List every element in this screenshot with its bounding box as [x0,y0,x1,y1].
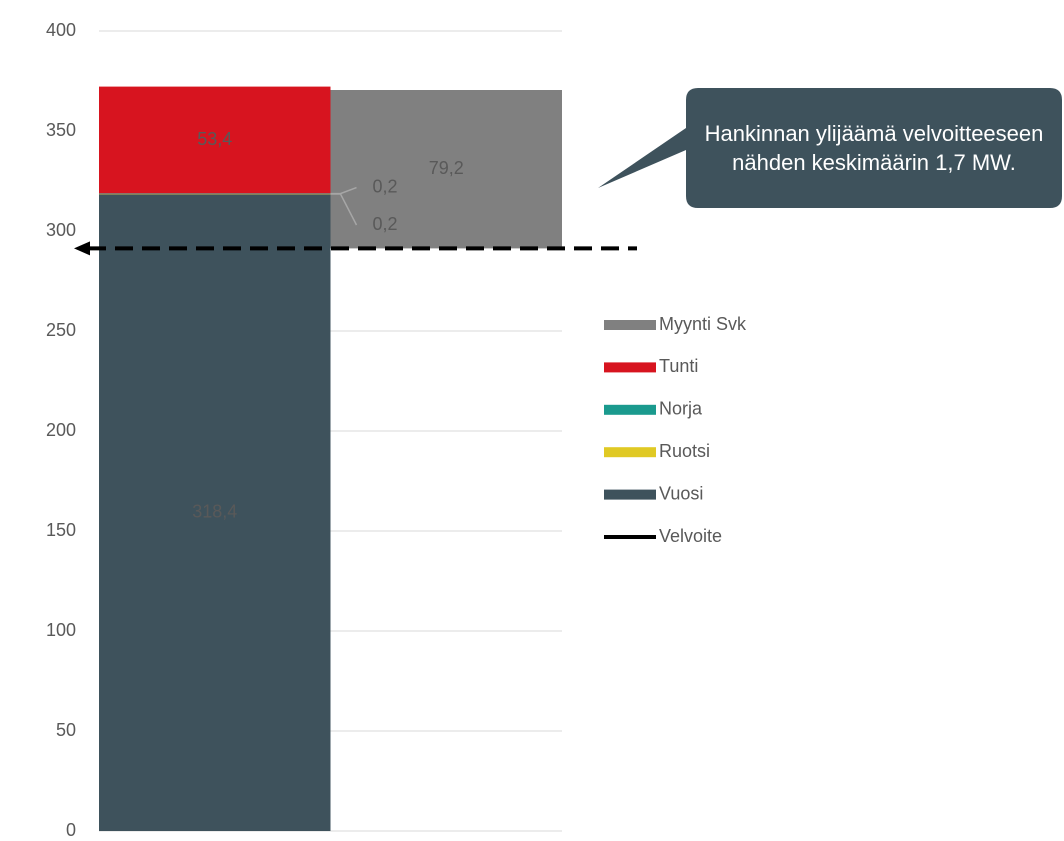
y-tick-label: 50 [56,720,76,740]
data-label: 318,4 [192,501,237,521]
legend-swatch [604,362,656,373]
bar-segment [99,86,331,194]
legend-swatch [604,447,656,458]
y-tick-label: 400 [46,20,76,40]
y-tick-label: 100 [46,620,76,640]
bar-segment [99,193,331,195]
legend-label: Myynti Svk [659,314,747,334]
legend-swatch [604,404,656,415]
annotation: Hankinnan ylijäämä velvoitteeseen nähden… [704,121,1044,175]
leader-line [330,186,357,195]
y-tick-label: 350 [46,120,76,140]
data-label: 0,2 [373,176,398,196]
y-tick-label: 150 [46,520,76,540]
legend-label: Norja [659,399,703,419]
legend-label: Ruotsi [659,441,710,461]
bar-segment [99,193,331,194]
arrow-head [74,241,90,256]
y-tick-label: 0 [66,820,76,840]
y-tick-label: 250 [46,320,76,340]
legend-swatch [604,489,656,500]
legend-swatch [604,320,656,330]
y-tick-label: 200 [46,420,76,440]
legend-label: Tunti [659,356,698,376]
y-tick-label: 300 [46,220,76,240]
legend-label: Velvoite [659,526,722,546]
bar-segment [330,90,562,249]
data-label: 0,2 [373,214,398,234]
bar-segment [99,194,331,831]
data-label: 53,4 [197,129,232,149]
data-label: 79,2 [429,158,464,178]
callout-box [598,88,1062,208]
legend-label: Vuosi [659,483,703,503]
